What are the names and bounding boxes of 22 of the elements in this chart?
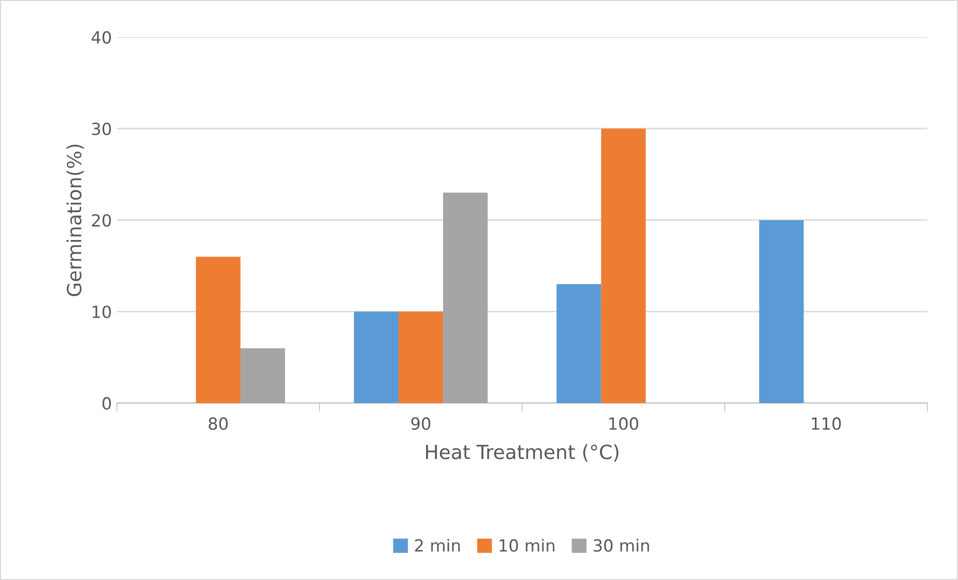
- y-tick-label: 10: [92, 306, 111, 318]
- x-tick-label: 80: [208, 417, 228, 430]
- bar: [398, 312, 444, 404]
- legend-label: 30 min: [594, 538, 649, 552]
- y-tick-label: 40: [92, 31, 111, 44]
- bar: [443, 192, 488, 404]
- y-axis-title: Germination(%): [66, 144, 84, 296]
- bar: [196, 256, 240, 404]
- bar: [354, 312, 399, 404]
- bar: [240, 348, 286, 404]
- y-tick-label: 30: [92, 122, 111, 136]
- bar: [759, 220, 804, 404]
- y-tick-label: 0: [102, 397, 111, 410]
- bar: [601, 128, 646, 404]
- y-tick-label: 20: [92, 214, 111, 227]
- legend-label: 10 min: [500, 538, 554, 552]
- legend-label: 2 min: [415, 538, 460, 552]
- x-tick-label: 110: [812, 417, 841, 430]
- x-tick-label: 90: [411, 417, 430, 430]
- x-axis-title: Heat Treatment (°C): [426, 444, 618, 462]
- bar: [556, 284, 602, 404]
- x-tick-label: 100: [609, 417, 638, 430]
